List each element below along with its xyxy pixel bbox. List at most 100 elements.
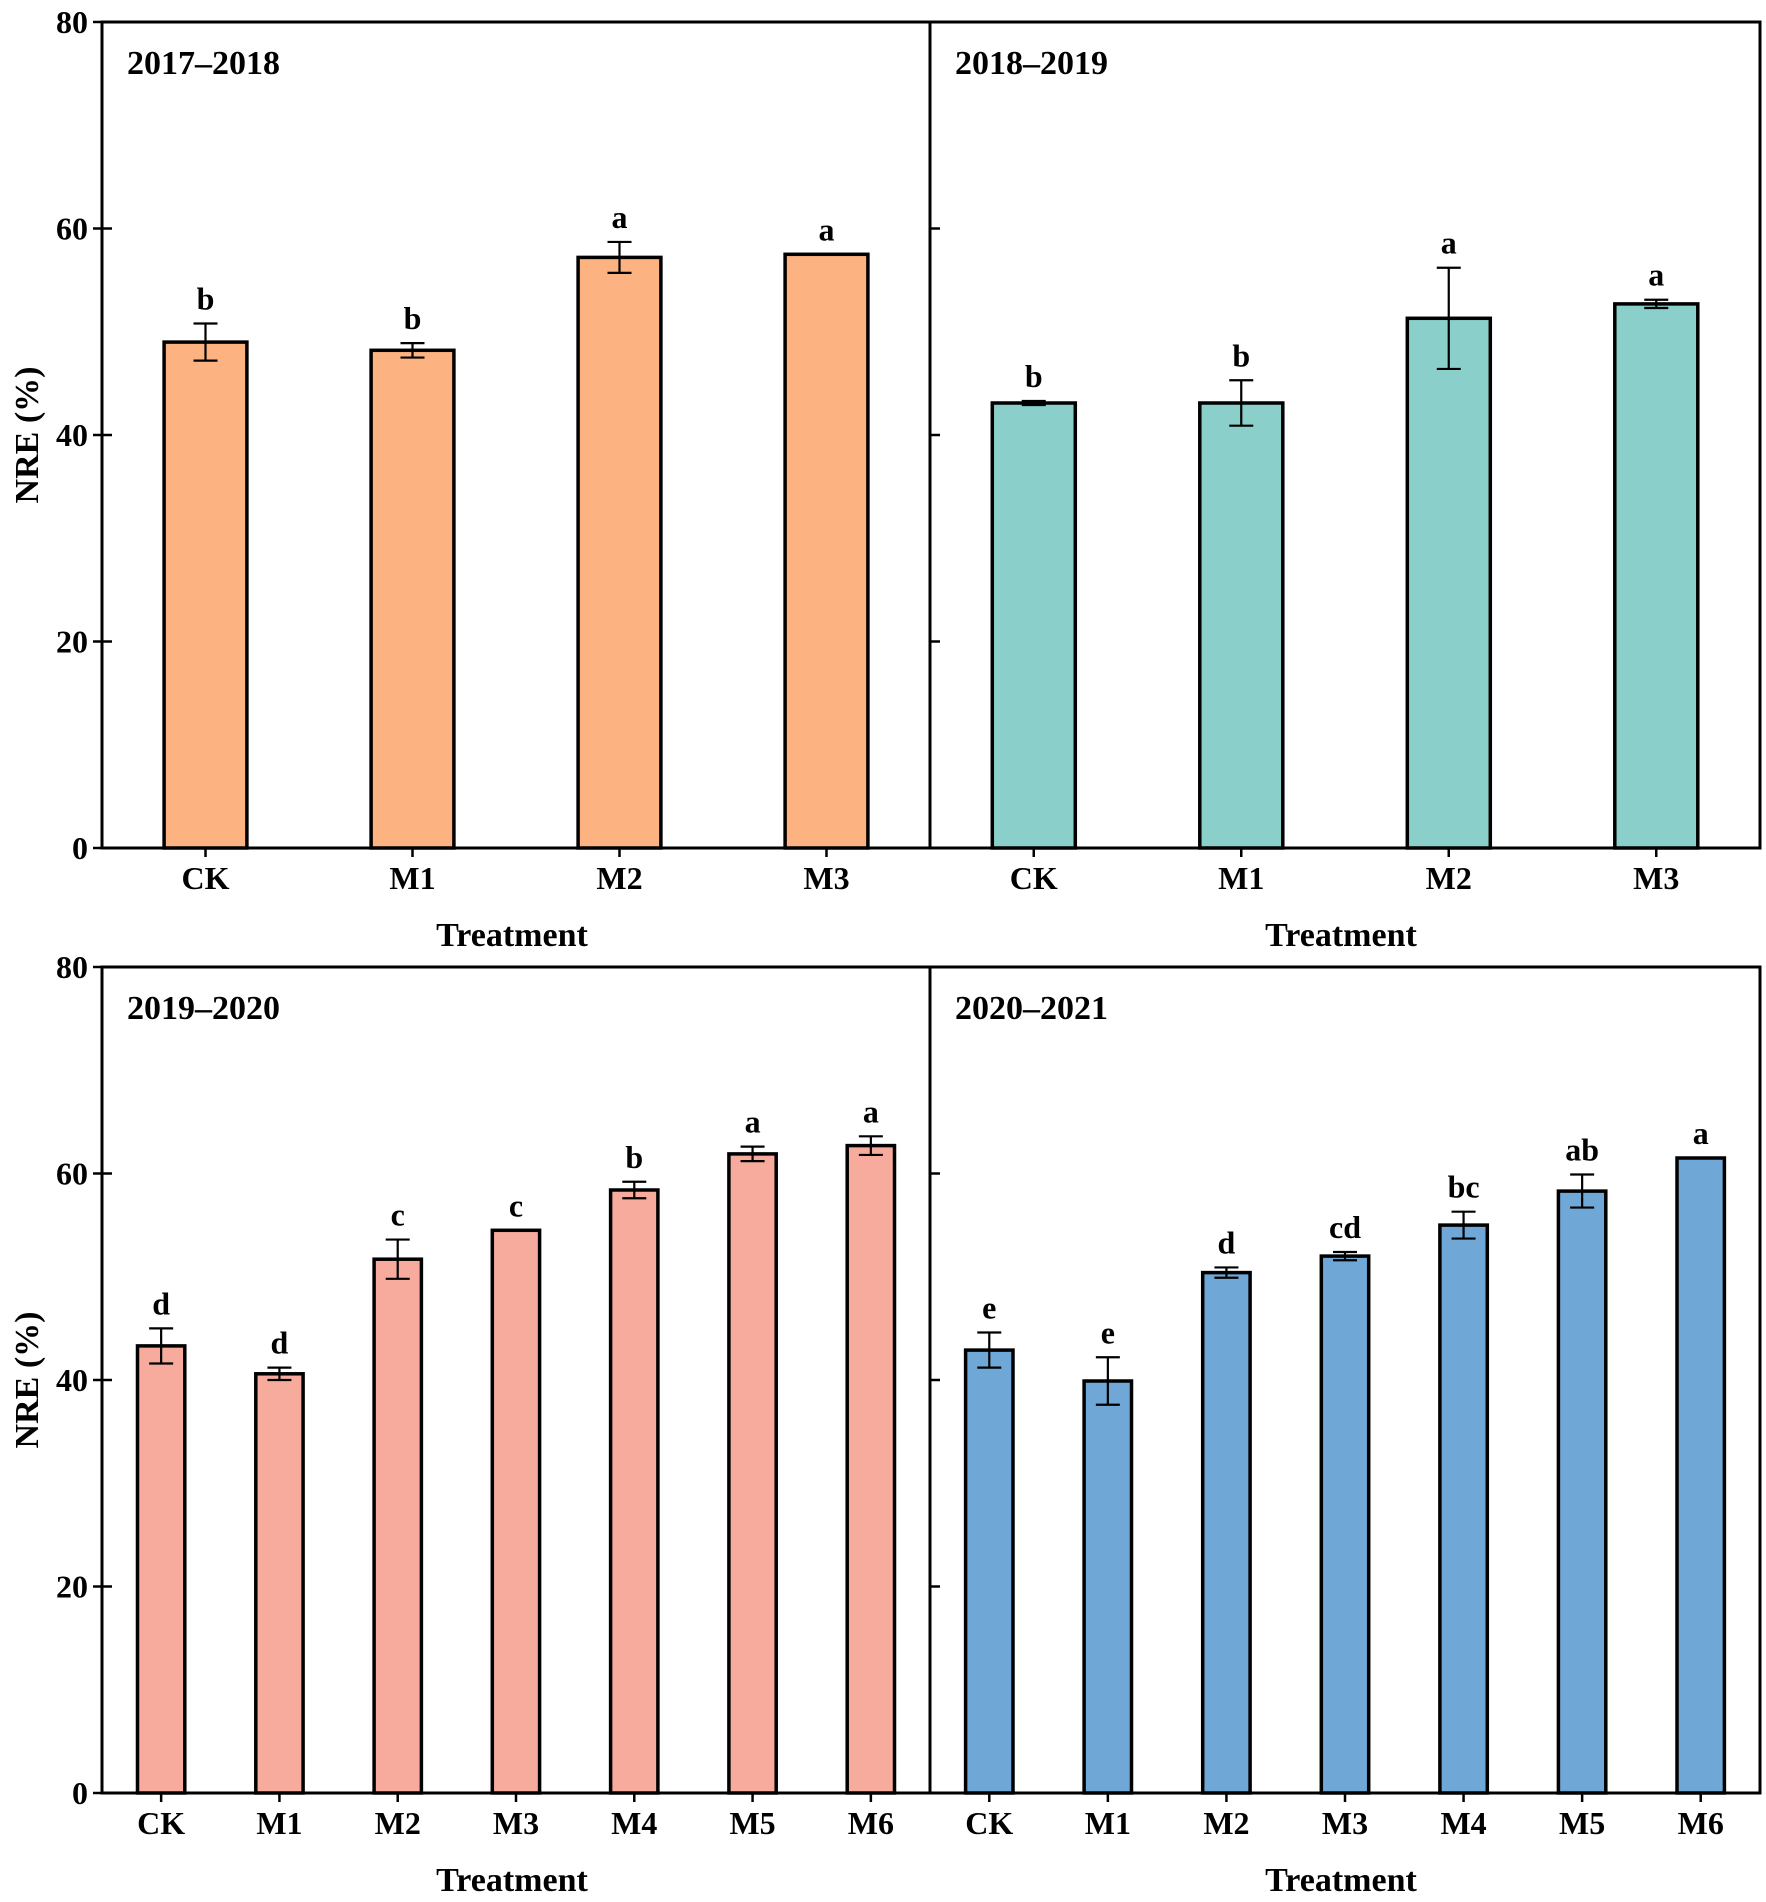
significance-label-2-ck: d — [152, 1285, 170, 1321]
bar-2-m4 — [608, 1188, 660, 1795]
bar-3-m1 — [1082, 1379, 1134, 1795]
x-tick-label-2-m1: M1 — [256, 1805, 302, 1841]
bar-3-m6 — [1675, 1156, 1727, 1795]
x-tick-label-3-ck: CK — [965, 1805, 1013, 1841]
x-tick-label-2-m2: M2 — [375, 1805, 421, 1841]
significance-label-3-m6: a — [1693, 1115, 1709, 1151]
x-tick-label-3-m1: M1 — [1085, 1805, 1131, 1841]
y-tick-label-0-40: 40 — [56, 417, 88, 453]
panel-title-2: 2019–2020 — [127, 990, 280, 1027]
bar-3-m3 — [1319, 1254, 1371, 1795]
significance-label-3-m2: d — [1218, 1225, 1236, 1261]
x-tick-label-2-ck: CK — [137, 1805, 185, 1841]
significance-label-1-m1: b — [1232, 337, 1250, 373]
error-bar-2-m1 — [267, 1366, 292, 1382]
y-tick-label-2-40: 40 — [56, 1362, 88, 1398]
bar-2-m6 — [845, 1143, 897, 1795]
panel-title-3: 2020–2021 — [955, 990, 1108, 1027]
x-tick-label-3-m3: M3 — [1322, 1805, 1368, 1841]
error-bar-2-m4 — [622, 1180, 647, 1200]
bar-2-m1 — [254, 1372, 305, 1795]
x-tick-label-3-m6: M6 — [1678, 1805, 1724, 1841]
significance-label-0-m3: a — [819, 211, 835, 247]
bar-2-ck — [135, 1344, 187, 1795]
x-tick-label-3-m5: M5 — [1559, 1805, 1605, 1841]
bar-1-m1 — [1198, 401, 1285, 850]
x-axis-title-0: Treatment — [436, 917, 588, 954]
x-tick-label-1-m3: M3 — [1633, 860, 1679, 896]
x-tick-label-0-m1: M1 — [389, 860, 435, 896]
bars-layer — [135, 240, 1727, 1795]
significance-label-3-m1: e — [1101, 1314, 1115, 1350]
significance-label-3-m4: bc — [1448, 1169, 1480, 1205]
error-bar-1-ck — [1021, 399, 1046, 407]
error-bar-2-ck — [149, 1327, 174, 1365]
error-bar-3-m2 — [1214, 1266, 1239, 1279]
significance-label-0-m1: b — [404, 300, 422, 336]
x-tick-label-0-m2: M2 — [596, 860, 642, 896]
bar-0-ck — [162, 340, 249, 850]
significance-label-2-m5: a — [745, 1104, 761, 1140]
error-bar-3-ck — [977, 1331, 1002, 1369]
axes-layer — [93, 20, 1762, 1802]
y-tick-label-0-0: 0 — [72, 830, 88, 866]
significance-label-1-m2: a — [1441, 225, 1457, 261]
error-bar-1-m2 — [1436, 266, 1461, 371]
bar-2-m2 — [372, 1257, 424, 1795]
y-axis-title-2: NRE (%) — [9, 1312, 46, 1449]
significance-label-0-ck: b — [197, 281, 215, 317]
bar-3-m5 — [1556, 1189, 1608, 1795]
x-tick-label-1-m2: M2 — [1426, 860, 1472, 896]
y-tick-label-2-0: 0 — [72, 1775, 88, 1811]
significance-label-3-m5: ab — [1565, 1132, 1599, 1168]
bar-1-m3 — [1613, 302, 1700, 850]
x-axis-title-3: Treatment — [1265, 1862, 1417, 1899]
significance-label-2-m6: a — [863, 1093, 879, 1129]
y-axis-title-0: NRE (%) — [9, 367, 46, 504]
x-tick-label-3-m2: M2 — [1203, 1805, 1249, 1841]
error-bar-2-m6 — [858, 1135, 883, 1157]
x-tick-label-2-m5: M5 — [729, 1805, 775, 1841]
error-bar-0-m1 — [400, 342, 425, 359]
panel-title-1: 2018–2019 — [955, 45, 1108, 82]
y-tick-label-2-60: 60 — [56, 1156, 88, 1192]
x-tick-label-2-m4: M4 — [611, 1805, 657, 1841]
error-bar-2-m2 — [385, 1238, 410, 1280]
y-tick-label-2-20: 20 — [56, 1569, 88, 1605]
error-bar-3-m3 — [1333, 1250, 1357, 1262]
error-bar-3-m5 — [1570, 1173, 1595, 1209]
significance-label-0-m2: a — [612, 199, 628, 235]
x-tick-label-1-ck: CK — [1010, 860, 1058, 896]
x-tick-label-0-m3: M3 — [803, 860, 849, 896]
error-bar-1-m1 — [1229, 379, 1254, 427]
y-tick-label-2-80: 80 — [56, 949, 88, 985]
significance-label-2-m1: d — [271, 1325, 289, 1361]
significance-label-3-m3: cd — [1329, 1209, 1361, 1245]
x-axis-title-1: Treatment — [1265, 917, 1417, 954]
error-bar-3-m4 — [1451, 1210, 1476, 1240]
bar-3-ck — [963, 1348, 1015, 1795]
significance-label-2-m3: c — [509, 1187, 523, 1223]
x-tick-label-0-ck: CK — [182, 860, 230, 896]
x-tick-label-2-m6: M6 — [848, 1805, 894, 1841]
bar-0-m3 — [783, 252, 870, 850]
significance-label-2-m2: c — [391, 1197, 405, 1233]
error-bar-1-m3 — [1644, 298, 1669, 310]
significance-label-1-ck: b — [1025, 358, 1043, 394]
bar-2-m3 — [490, 1228, 542, 1795]
y-tick-label-0-60: 60 — [56, 211, 88, 247]
y-tick-label-0-80: 80 — [56, 4, 88, 40]
text-layer: b CK b M1 a M2 a M3 0 20 40 60 80 2017–2018 Treatment N… — [9, 4, 1724, 1899]
bar-0-m2 — [576, 255, 663, 850]
bar-2-m5 — [727, 1152, 778, 1795]
error-bar-0-ck — [193, 322, 218, 362]
y-tick-label-0-20: 20 — [56, 624, 88, 660]
error-bar-3-m1 — [1095, 1356, 1120, 1406]
significance-label-2-m4: b — [625, 1139, 643, 1175]
significance-label-3-ck: e — [982, 1290, 996, 1326]
panel-title-0: 2017–2018 — [127, 45, 280, 82]
significance-label-1-m3: a — [1648, 257, 1664, 293]
x-tick-label-2-m3: M3 — [493, 1805, 539, 1841]
bar-3-m4 — [1438, 1223, 1490, 1795]
